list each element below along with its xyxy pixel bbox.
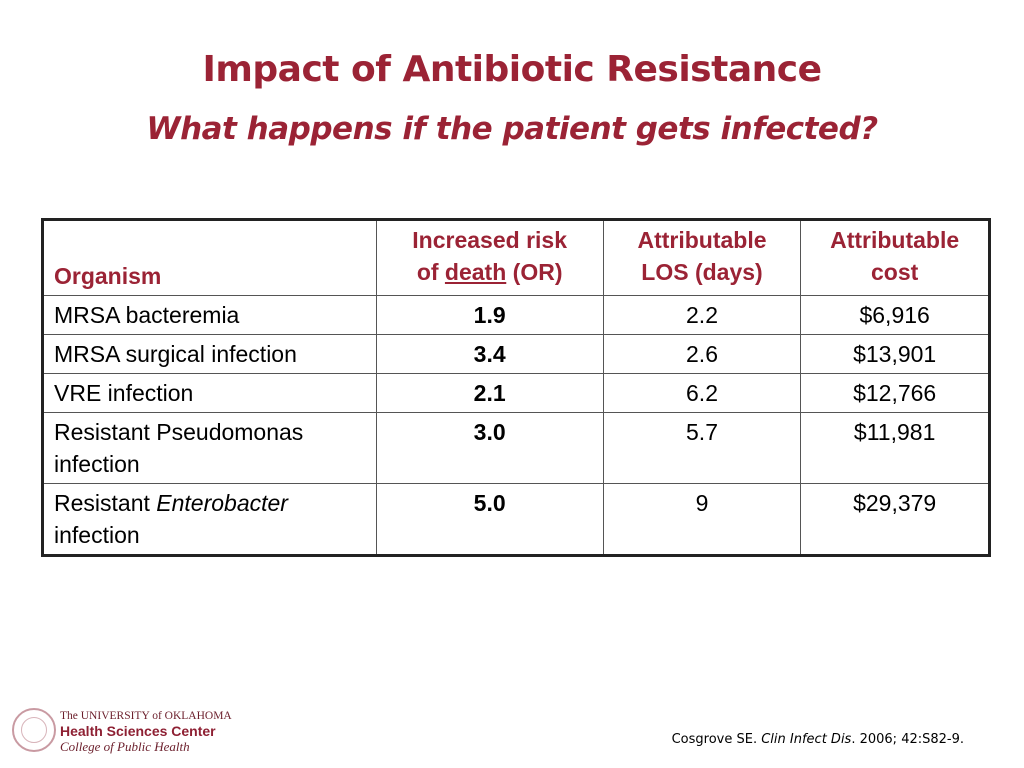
table-row: MRSA surgical infection 3.4 2.6 $13,901: [42, 334, 990, 374]
cell-cost: $29,379: [800, 483, 990, 556]
organism-line2: infection: [54, 522, 140, 548]
cell-los: 2.2: [602, 295, 802, 335]
cell-cost: $13,901: [800, 334, 990, 374]
slide-subtitle: What happens if the patient gets infecte…: [146, 111, 878, 147]
header-attributable-los: Attributable LOS (days): [602, 219, 802, 296]
organism-italic: Enterobacter: [156, 490, 288, 516]
cell-cost: $11,981: [800, 412, 990, 484]
header-cost-line2: cost: [871, 259, 919, 285]
cell-risk: 1.9: [375, 295, 604, 335]
cell-los: 9: [602, 483, 802, 556]
header-increased-risk: Increased risk of death (OR): [375, 219, 604, 296]
header-los-line1: Attributable: [637, 227, 767, 253]
logo-line1: The UNIVERSITY of OKLAHOMA: [60, 710, 232, 722]
cell-risk: 2.1: [375, 373, 604, 413]
table-row: Resistant Pseudomonas infection 3.0 5.7 …: [42, 412, 990, 484]
university-seal-icon: [12, 708, 56, 752]
organism-prefix: Resistant: [54, 490, 157, 516]
table-row: MRSA bacteremia 1.9 2.2 $6,916: [42, 295, 990, 335]
cell-organism: MRSA bacteremia: [42, 295, 377, 335]
table-row: Resistant Enterobacter infection 5.0 9 $…: [42, 483, 990, 556]
header-risk-death: death: [444, 259, 507, 285]
cell-risk: 5.0: [375, 483, 604, 556]
logo-line2: Health Sciences Center: [60, 723, 216, 739]
cell-cost: $12,766: [800, 373, 990, 413]
slide-title: Impact of Antibiotic Resistance: [202, 49, 823, 90]
header-cost-line1: Attributable: [830, 227, 960, 253]
citation-details: . 2006; 42:S82-9.: [851, 732, 964, 747]
cell-organism: VRE infection: [42, 373, 377, 413]
cell-organism: Resistant Pseudomonas infection: [42, 412, 377, 484]
organism-line2: infection: [54, 451, 140, 477]
table-row: VRE infection 2.1 6.2 $12,766: [42, 373, 990, 413]
cell-cost: $6,916: [800, 295, 990, 335]
cell-risk: 3.0: [375, 412, 604, 484]
cell-risk: 3.4: [375, 334, 604, 374]
cell-los: 2.6: [602, 334, 802, 374]
organism-line1: Resistant Pseudomonas: [54, 419, 304, 445]
resistance-impact-table: Organism Increased risk of death (OR) At…: [41, 218, 991, 557]
header-organism: Organism: [42, 219, 377, 296]
header-risk-line1: Increased risk: [412, 227, 567, 253]
cell-los: 5.7: [602, 412, 802, 484]
header-risk-or: (OR): [506, 259, 563, 285]
logo-line3: College of Public Health: [60, 739, 190, 754]
university-logo: The UNIVERSITY of OKLAHOMA Health Scienc…: [10, 706, 240, 756]
citation-authors: Cosgrove SE.: [671, 732, 762, 747]
header-los-line2: LOS (days): [641, 259, 763, 285]
citation-journal: Clin Infect Dis: [761, 732, 852, 747]
cell-organism: MRSA surgical infection: [42, 334, 377, 374]
header-risk-of: of: [416, 259, 445, 285]
header-attributable-cost: Attributable cost: [800, 219, 990, 296]
citation: Cosgrove SE. Clin Infect Dis. 2006; 42:S…: [672, 732, 964, 747]
cell-los: 6.2: [602, 373, 802, 413]
table-header-row: Organism Increased risk of death (OR) At…: [42, 219, 990, 296]
cell-organism: Resistant Enterobacter infection: [42, 483, 377, 556]
